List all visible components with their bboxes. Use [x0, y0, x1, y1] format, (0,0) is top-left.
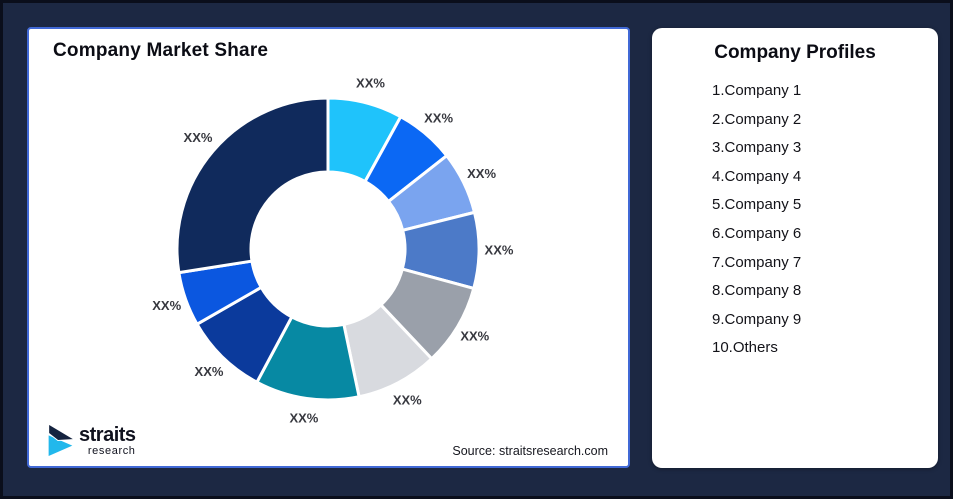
donut-segment-label-5: XX%: [460, 329, 489, 344]
company-profile-item-9: 9.Company 9: [712, 310, 802, 328]
donut-segment-label-2: XX%: [424, 111, 453, 126]
company-profile-item-5: 5.Company 5: [712, 196, 802, 214]
logo-sub-text: research: [87, 445, 136, 457]
straits-logo-icon: [48, 423, 77, 456]
donut-segment-label-9: XX%: [152, 298, 181, 313]
company-profile-item-4: 4.Company 4: [712, 167, 802, 185]
straits-research-logo: straits research: [45, 423, 136, 457]
company-profile-item-8: 8.Company 8: [712, 282, 802, 300]
donut-segment-label-10: XX%: [184, 130, 213, 145]
donut-segment-label-4: XX%: [485, 243, 514, 258]
company-profiles-card: Company Profiles 1.Company 1 2.Company 2 3…: [652, 28, 938, 468]
source-attribution: Source: straitsresearch.com: [452, 444, 608, 458]
market-share-card: Company Market Share XX% XX% XX% XX% XX% XX% X…: [27, 27, 630, 468]
donut-segment-label-7: XX%: [289, 410, 318, 425]
logo-brand-text: straits: [79, 424, 136, 446]
donut-segment-label-3: XX%: [467, 166, 496, 181]
company-profile-item-2: 2.Company 2: [712, 110, 802, 128]
company-profile-item-6: 6.Company 6: [712, 224, 802, 242]
chart-title: Company Market Share: [53, 40, 269, 61]
company-profiles-list: 1.Company 1 2.Company 2 3.Company 3 4.Compa…: [652, 77, 938, 363]
company-profile-item-1: 1.Company 1: [712, 82, 802, 99]
donut-segment-label-1: XX%: [356, 75, 385, 90]
company-profile-item-10: 10.Others: [712, 339, 778, 357]
company-profile-item-7: 7.Company 7: [712, 253, 802, 271]
logo-wordmark: straits research: [79, 425, 136, 457]
donut-segment-label-8: XX%: [195, 364, 224, 379]
donut-segment-10: [175, 96, 330, 275]
donut-segment-label-6: XX%: [393, 393, 422, 408]
company-profile-item-3: 3.Company 3: [712, 139, 802, 157]
profiles-title: Company Profiles: [714, 42, 876, 63]
donut-chart: XX% XX% XX% XX% XX% XX% XX% XX% XX% XX%: [152, 75, 514, 425]
